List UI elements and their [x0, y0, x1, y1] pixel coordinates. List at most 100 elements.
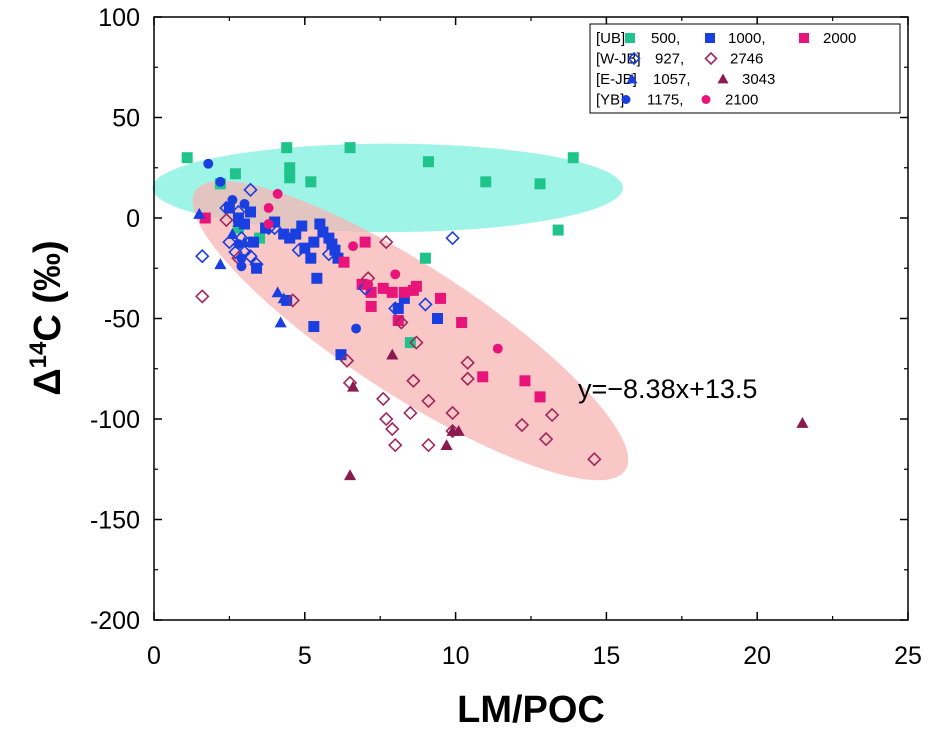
data-point: [379, 411, 394, 427]
legend-marker: [717, 73, 729, 84]
data-point: [519, 375, 531, 387]
x-tick-label: 10: [442, 642, 470, 670]
data-point: [329, 244, 341, 256]
data-point: [290, 228, 302, 240]
data-point: [480, 176, 492, 188]
legend-box: [589, 23, 901, 114]
y-tick-label: -100: [90, 406, 140, 434]
data-point: [195, 249, 210, 264]
data-point: [233, 239, 244, 250]
data-point: [335, 349, 347, 361]
data-point: [236, 253, 247, 264]
data-point: [214, 258, 227, 270]
legend-entry-label: 1057,: [653, 71, 691, 88]
legend-entry-label: 500,: [651, 30, 680, 47]
regression-equation: y=−8.38x+13.5: [578, 374, 757, 404]
data-point: [260, 222, 272, 234]
legend-entry-label: 2746: [730, 51, 763, 68]
data-point: [392, 302, 404, 314]
data-point: [339, 353, 355, 368]
data-point: [379, 234, 394, 250]
data-point: [326, 238, 338, 250]
data-point: [321, 246, 337, 262]
data-point: [272, 188, 283, 199]
data-point: [248, 236, 260, 248]
data-point: [514, 417, 530, 433]
x-axis-title: LM/POC: [457, 689, 605, 730]
legend-group-label: [W-JB]: [596, 51, 641, 68]
data-point: [249, 257, 264, 272]
data-point: [460, 355, 475, 370]
data-point: [440, 439, 453, 450]
legend-marker: [625, 33, 635, 43]
data-point: [351, 323, 362, 334]
data-point: [284, 232, 296, 244]
data-point: [254, 232, 266, 244]
data-point: [263, 203, 274, 213]
data-point: [398, 292, 410, 304]
data-point: [222, 234, 237, 250]
data-point: [421, 393, 436, 409]
legend-rows: [UB] 500, 1000, 2000 [W-JB] 927, 2746 [E-JB] 105…: [596, 30, 856, 109]
data-point: [229, 168, 241, 180]
data-point: [308, 236, 320, 248]
data-point: [456, 317, 468, 329]
y-axis-title-prefix: Δ: [27, 368, 69, 395]
data-point: [385, 421, 400, 437]
data-point: [195, 289, 210, 304]
data-point: [199, 212, 211, 224]
legend-marker: [799, 33, 809, 43]
data-point: [492, 343, 503, 354]
x-tick-label: 25: [894, 642, 922, 670]
y-tick-label: 100: [98, 4, 140, 32]
legend-entry-label: 1000,: [728, 30, 766, 47]
legend-group-label: [YB]: [596, 92, 624, 109]
data-points: [181, 142, 809, 481]
ellipse-layer: [152, 143, 629, 481]
data-point: [347, 380, 360, 392]
data-point: [278, 228, 290, 240]
data-point: [460, 371, 475, 386]
data-point: [251, 262, 263, 274]
data-point: [348, 241, 359, 252]
data-point: [376, 391, 391, 407]
data-point: [285, 293, 300, 308]
data-point: [245, 206, 257, 218]
x-tick-label: 20: [743, 642, 771, 670]
data-point: [388, 301, 403, 316]
legend: [UB] 500, 1000, 2000 [W-JB] 927, 2746 [E-JB] 105…: [589, 23, 901, 114]
data-point: [445, 230, 460, 246]
data-point: [538, 431, 554, 447]
data-point: [419, 252, 431, 264]
y-tick-label: -150: [90, 507, 140, 535]
data-point: [406, 373, 421, 388]
data-point: [277, 292, 290, 304]
data-point: [296, 220, 308, 232]
data-point: [386, 286, 398, 298]
data-point: [232, 222, 244, 234]
series-WJB-2746: [195, 212, 602, 467]
data-point: [477, 371, 489, 383]
legend-marker: [621, 95, 631, 104]
data-point: [311, 272, 323, 284]
data-point: [219, 212, 234, 228]
data-point: [409, 335, 424, 350]
data-point: [344, 142, 356, 154]
data-point: [365, 286, 377, 298]
data-point: [394, 315, 409, 330]
legend-marker: [704, 51, 718, 66]
x-tick-label: 5: [298, 642, 312, 670]
data-point: [314, 218, 326, 230]
y-axis-title: Δ14C (‰): [25, 240, 69, 395]
legend-group-label: [E-JB]: [596, 71, 637, 88]
data-point: [238, 218, 250, 230]
data-point: [435, 292, 447, 304]
legend-marker: [627, 51, 641, 66]
legend-group-label: [UB]: [596, 30, 625, 47]
region-ellipse-2: [192, 180, 629, 481]
data-point: [365, 300, 377, 312]
data-point: [263, 219, 274, 229]
data-point: [567, 152, 579, 164]
y-axis-title-superscript: 14: [25, 341, 52, 368]
data-point: [243, 182, 258, 198]
